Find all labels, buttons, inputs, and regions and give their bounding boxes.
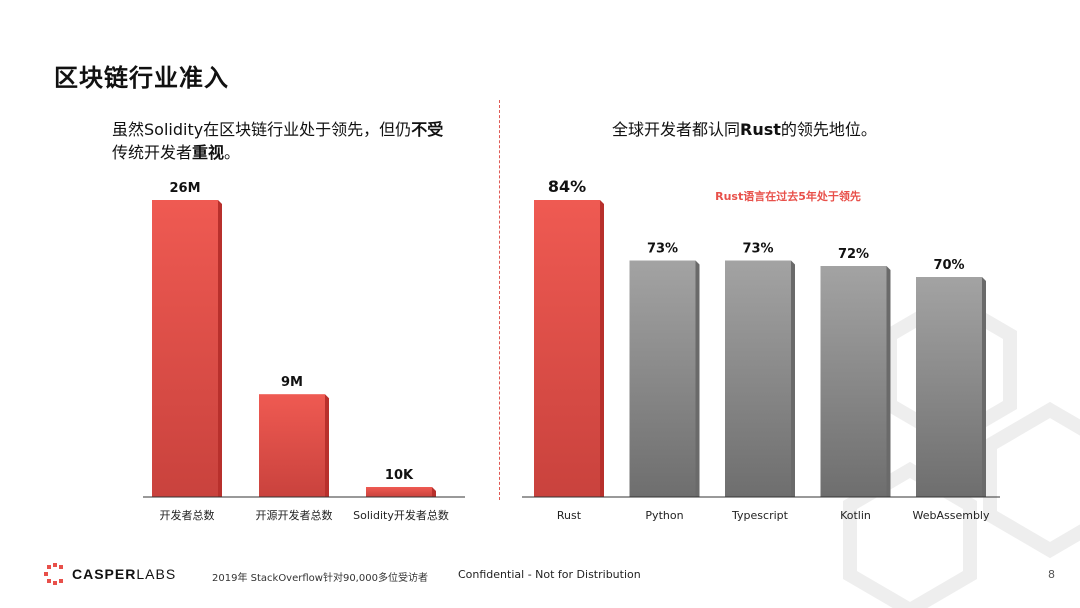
bar-Solidity开发者总数 bbox=[366, 487, 432, 497]
bar-side bbox=[982, 277, 986, 497]
bar-side bbox=[695, 260, 700, 497]
value-label: 73% bbox=[647, 242, 678, 257]
value-label: 70% bbox=[933, 258, 964, 273]
confidential-notice: Confidential - Not for Distribution bbox=[458, 568, 641, 581]
category-label: Rust bbox=[557, 509, 582, 522]
category-label: Kotlin bbox=[840, 509, 871, 522]
bar-side bbox=[218, 200, 222, 497]
page-number: 8 bbox=[1048, 568, 1055, 581]
divider bbox=[499, 100, 500, 500]
category-label: 开发者总数 bbox=[160, 508, 215, 522]
bar-WebAssembly bbox=[916, 277, 982, 497]
bar-Typescript bbox=[725, 260, 791, 497]
bar-开源开发者总数 bbox=[259, 394, 325, 497]
value-label: 26M bbox=[169, 181, 200, 196]
category-label: 开源开发者总数 bbox=[256, 508, 333, 522]
data-source: 2019年 StackOverflow针对90,000多位受访者 bbox=[212, 573, 428, 584]
value-label: 84% bbox=[548, 177, 586, 196]
bar-开发者总数 bbox=[152, 200, 218, 497]
bar-side bbox=[791, 260, 795, 497]
bar-Rust bbox=[534, 200, 600, 497]
left-subtitle: 虽然Solidity在区块链行业处于领先，但仍不受 传统开发者重视。 bbox=[112, 120, 444, 162]
bar-side bbox=[432, 487, 436, 497]
bar-side bbox=[600, 200, 604, 497]
bar-side bbox=[325, 394, 329, 497]
page-title: 区块链行业准入 bbox=[54, 64, 229, 92]
category-label: Solidity开发者总数 bbox=[353, 508, 449, 522]
value-label: 10K bbox=[385, 468, 414, 483]
value-label: 73% bbox=[742, 242, 773, 257]
category-label: WebAssembly bbox=[913, 509, 990, 522]
bar-Kotlin bbox=[820, 266, 887, 497]
rust-annotation: Rust语言在过去5年处于领先 bbox=[715, 189, 861, 203]
category-label: Typescript bbox=[731, 509, 789, 522]
value-label: 9M bbox=[281, 375, 303, 390]
bar-Python bbox=[629, 260, 696, 497]
bar-side bbox=[886, 266, 891, 497]
right-subtitle: 全球开发者都认同Rust的领先地位。 bbox=[612, 120, 877, 139]
value-label: 72% bbox=[838, 247, 869, 262]
casperlabs-logo-icon bbox=[44, 563, 63, 585]
brand-name: CASPERLABS bbox=[72, 566, 177, 582]
casperlabs-logo: CASPERLABS bbox=[44, 563, 176, 585]
category-label: Python bbox=[645, 509, 683, 522]
